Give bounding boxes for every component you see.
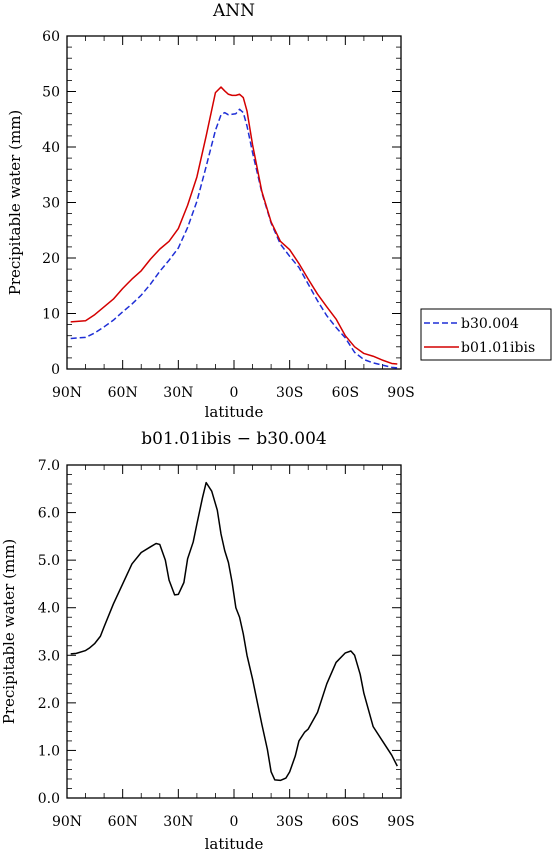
plot-frame [66, 35, 402, 370]
x-axis-label: latitude [205, 403, 264, 421]
series-line-difference [70, 481, 398, 782]
y-tick-label: 50 [42, 85, 60, 101]
y-tick-label: 1.0 [38, 743, 60, 759]
x-axis-label: latitude [205, 835, 264, 851]
x-tick-label: 60N [108, 385, 138, 401]
x-tick-label: 0 [230, 385, 239, 401]
x-tick-label: 60N [108, 814, 138, 830]
chart-panel-1: ANN 90N 60N 30N 0 30S 60S 90S 0 10 20 30 40 50 60 latit… [6, 1, 552, 421]
y-tick-label: 7.0 [38, 458, 60, 474]
y-tick-label: 60 [42, 29, 60, 45]
series-line-b30-004 [70, 108, 398, 369]
y-tick-label: 6.0 [38, 506, 60, 522]
x-tick-label: 30N [163, 814, 193, 830]
x-tick-label: 30S [276, 814, 303, 830]
legend-label: b01.01ibis [461, 340, 535, 356]
y-tick-label: 30 [42, 196, 60, 212]
y-tick-label: 5.0 [38, 553, 60, 569]
x-tick-label: 0 [230, 814, 239, 830]
x-tick-label: 60S [332, 814, 359, 830]
y-tick-label: 3.0 [38, 648, 60, 664]
y-tick-label: 40 [42, 140, 60, 156]
legend-box [420, 308, 552, 361]
series-line-b01-01ibis [70, 86, 398, 365]
y-tick-label: 0.0 [38, 791, 60, 807]
y-axis-label: Precipitable water (mm) [0, 539, 18, 725]
y-tick-label: 2.0 [38, 696, 60, 712]
legend-label: b30.004 [461, 316, 519, 332]
y-tick-label: 0 [51, 362, 60, 378]
plot-frame [66, 464, 402, 799]
chart-title: b01.01ibis − b30.004 [141, 429, 326, 449]
x-tick-label: 90S [387, 814, 414, 830]
x-tick-label: 90N [52, 385, 82, 401]
y-tick-label: 20 [42, 251, 60, 267]
y-axis-label: Precipitable water (mm) [6, 110, 24, 296]
x-tick-label: 60S [332, 385, 359, 401]
y-tick-label: 10 [42, 307, 60, 323]
chart-panel-2: b01.01ibis − b30.004 90N 60N 30N 0 30S 60S 90S 0… [0, 429, 415, 851]
x-tick-label: 90N [52, 814, 82, 830]
y-tick-label: 4.0 [38, 601, 60, 617]
x-tick-label: 30S [276, 385, 303, 401]
legend: b30.004 b01.01ibis [420, 308, 552, 361]
x-tick-label: 90S [387, 385, 414, 401]
x-tick-label: 30N [163, 385, 193, 401]
chart-title: ANN [212, 1, 255, 21]
